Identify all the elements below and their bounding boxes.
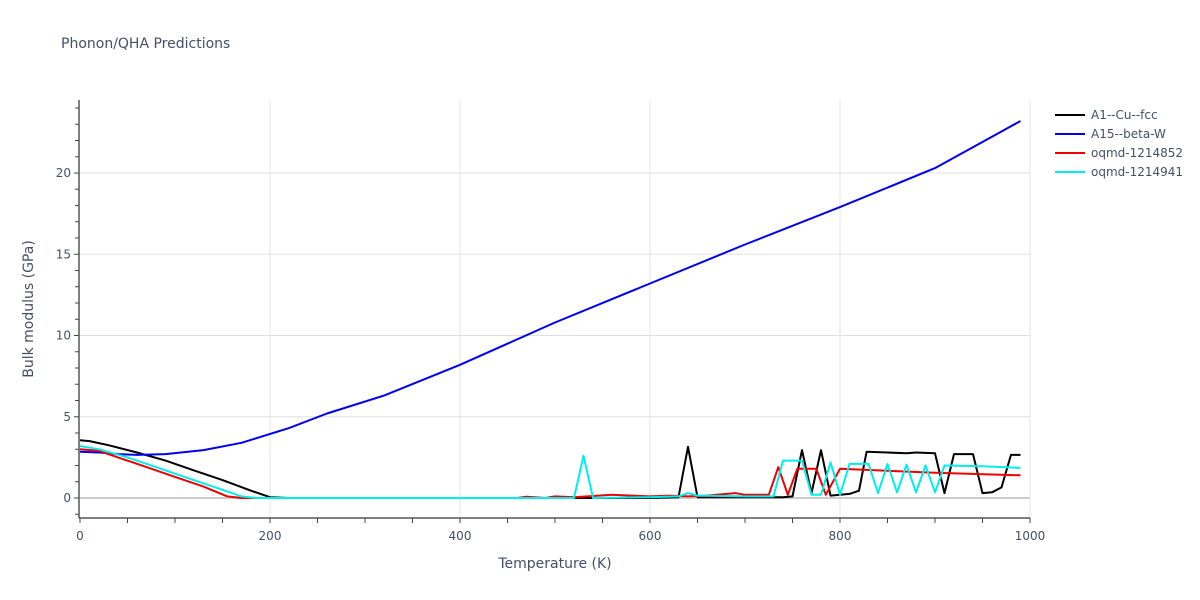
- x-tick-label: 0: [76, 529, 84, 543]
- y-tick-label: 0: [63, 491, 71, 505]
- legend-label: A15--beta-W: [1091, 126, 1166, 141]
- legend-swatch-icon: [1055, 151, 1085, 154]
- x-tick-label: 1000: [1015, 529, 1046, 543]
- legend-item[interactable]: A1--Cu--fcc: [1055, 105, 1183, 124]
- x-tick-label: 600: [639, 529, 662, 543]
- legend[interactable]: A1--Cu--fcc A15--beta-W oqmd-1214852 oqmd-1…: [1055, 105, 1183, 181]
- series-line-a15-beta-w[interactable]: [79, 120, 1021, 456]
- legend-label: oqmd-1214941: [1091, 164, 1184, 179]
- legend-label: oqmd-1214852: [1091, 145, 1184, 160]
- y-tick-label: 20: [56, 166, 71, 180]
- axes: 0 200 400 600 800 1000 0 5 10 15 20: [56, 100, 1046, 543]
- series-line-oqmd-1214941[interactable]: [79, 445, 1021, 499]
- legend-swatch-icon: [1055, 170, 1085, 173]
- series-line-oqmd-1214852[interactable]: [79, 448, 1021, 499]
- x-axis-title: Temperature (K): [497, 556, 611, 572]
- series-line-a1-cu-fcc[interactable]: [79, 439, 1021, 499]
- y-tick-label: 5: [63, 410, 71, 424]
- chart-title: Phonon/QHA Predictions: [61, 36, 231, 52]
- x-tick-label: 400: [449, 529, 472, 543]
- legend-swatch-icon: [1055, 132, 1085, 135]
- y-tick-label: 15: [56, 247, 71, 261]
- legend-label: A1--Cu--fcc: [1091, 107, 1158, 122]
- y-tick-label: 10: [56, 329, 71, 343]
- x-tick-label: 800: [829, 529, 852, 543]
- legend-item[interactable]: oqmd-1214941: [1055, 162, 1183, 181]
- data-series: [79, 120, 1021, 499]
- x-tick-label: 200: [259, 529, 282, 543]
- y-axis-title: Bulk modulus (GPa): [21, 240, 37, 378]
- legend-item[interactable]: A15--beta-W: [1055, 124, 1183, 143]
- legend-item[interactable]: oqmd-1214852: [1055, 143, 1183, 162]
- legend-swatch-icon: [1055, 113, 1085, 116]
- gridlines: [80, 100, 1031, 518]
